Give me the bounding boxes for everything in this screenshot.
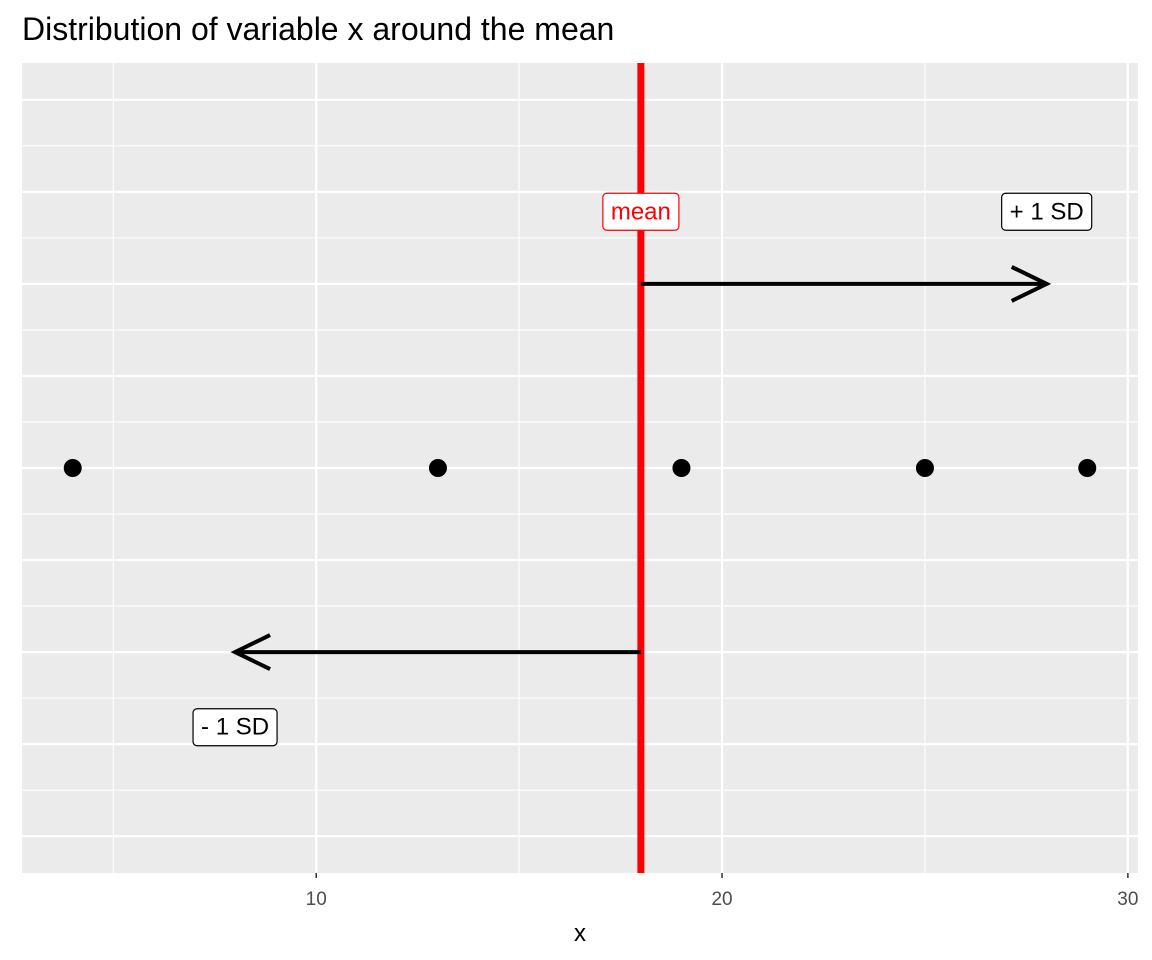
x-tick-label: 30 <box>1117 889 1138 910</box>
mean-label-box <box>602 192 680 231</box>
minus-sd-label-text: - 1 SD <box>201 714 269 741</box>
x-axis-ticks: 10 20 30 <box>306 873 1138 910</box>
data-point <box>672 459 691 477</box>
minus-sd-label: - 1 SD <box>192 708 278 747</box>
x-tick-label: 10 <box>306 889 327 910</box>
minus-sd-arrow-head <box>230 633 271 671</box>
data-point <box>63 459 82 477</box>
mean-label-text: mean <box>611 198 671 225</box>
chart-title: Distribution of variable x around the me… <box>22 11 614 47</box>
x-tick-label: 20 <box>711 889 732 910</box>
plus-sd-label: + 1 SD <box>1001 192 1093 231</box>
plus-sd-arrow <box>640 265 1052 303</box>
minus-sd-label-box <box>192 708 278 747</box>
plus-sd-arrow-head <box>1010 265 1052 303</box>
plus-sd-label-text: + 1 SD <box>1010 198 1084 225</box>
data-point <box>1078 459 1097 477</box>
mean-label: mean <box>602 192 680 231</box>
data-marks: mean + 1 SD - 1 SD <box>63 63 1097 873</box>
plus-sd-label-box <box>1001 192 1093 231</box>
data-point <box>915 459 934 477</box>
data-point <box>428 459 447 477</box>
minus-sd-arrow <box>230 633 641 671</box>
x-axis-title: x <box>574 920 586 947</box>
